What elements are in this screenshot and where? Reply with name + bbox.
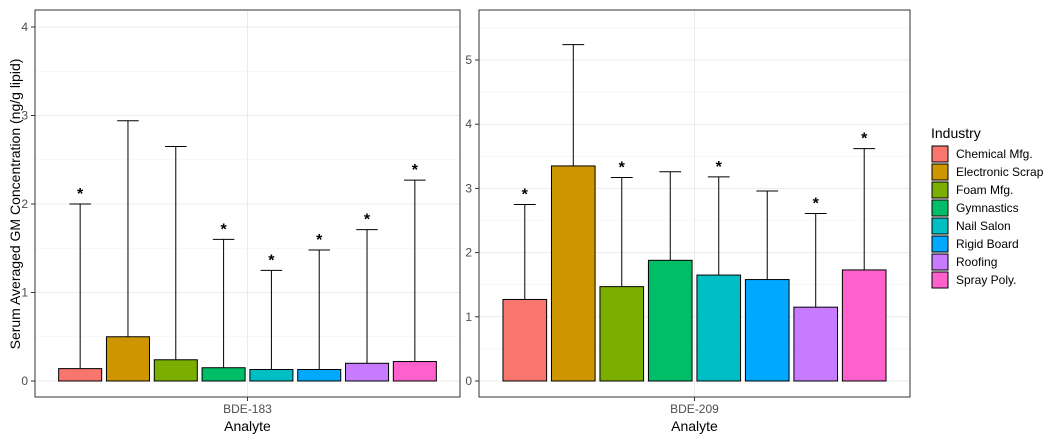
panel-1: 0 1 2 3 4 5 * * * * * BDE-209 Analyte [465,9,911,434]
bar [550,165,596,382]
y-tick-label: 5 [465,53,472,67]
legend-label: Chemical Mfg. [956,147,1033,161]
y-tick-label: 0 [465,374,472,388]
grid-lines [479,10,910,397]
bar [647,259,693,382]
grid-lines [35,10,460,397]
x-axis-title: Analyte [224,418,271,434]
significance-star: * [412,162,419,179]
legend-label: Electronic Scrap [956,165,1044,179]
significance-star: * [716,159,723,176]
y-tick-label: 2 [21,197,28,211]
significance-star: * [364,212,371,229]
bar [599,286,645,382]
y-tick-label: 4 [21,20,28,34]
x-tick-label: BDE-209 [670,402,719,416]
chart-panels: 0 1 2 3 4 * * * * * * BDE-183 Analyte 0 1 2 3 4 5 * * * * * BDE-… [21,9,911,434]
y-tick-label: 3 [21,109,28,123]
significance-star: * [268,252,275,269]
y-tick-label: 3 [465,181,472,195]
legend-swatch [931,145,949,163]
significance-star: * [861,131,868,148]
bar [392,361,437,382]
legend-swatch [931,199,949,217]
panel-0: 0 1 2 3 4 * * * * * * BDE-183 Analyte [21,9,461,434]
significance-star: * [522,186,529,203]
y-tick-label: 2 [465,246,472,260]
x-tick-label: BDE-183 [223,402,272,416]
y-tick-label: 0 [21,374,28,388]
legend-label: Gymnastics [956,201,1019,215]
bar [502,298,548,382]
legend-swatch [931,163,949,181]
bar [696,274,742,382]
legend-label: Roofing [956,255,997,269]
bar [744,279,790,382]
legend-label: Foam Mfg. [956,183,1013,197]
legend-label: Rigid Board [956,237,1019,251]
bar [345,362,390,382]
bar [297,368,342,382]
legend-label: Nail Salon [956,219,1011,233]
y-tick-label: 1 [21,286,28,300]
y-tick-label: 1 [465,310,472,324]
significance-star: * [316,232,323,249]
significance-star: * [813,195,820,212]
legend-swatch [931,217,949,235]
bar [201,367,246,382]
bar [153,359,198,382]
bar [841,269,887,382]
y-axis-title: Serum Averaged GM Concentration (ng/g li… [7,59,23,350]
bar [105,336,150,382]
x-axis-title: Analyte [671,418,718,434]
legend-title: Industry [931,125,981,141]
legend: Industry Chemical Mfg. Electronic Scrap Foa… [931,125,1044,289]
legend-swatch [931,181,949,199]
significance-star: * [619,159,626,176]
legend-label: Spray Poly. [956,273,1016,287]
bar [249,368,294,382]
bar [58,368,103,382]
bar [793,306,839,382]
legend-swatch [931,271,949,289]
y-tick-label: 4 [465,117,472,131]
significance-star: * [77,186,84,203]
significance-star: * [220,221,227,238]
legend-swatch [931,253,949,271]
legend-swatch [931,235,949,253]
